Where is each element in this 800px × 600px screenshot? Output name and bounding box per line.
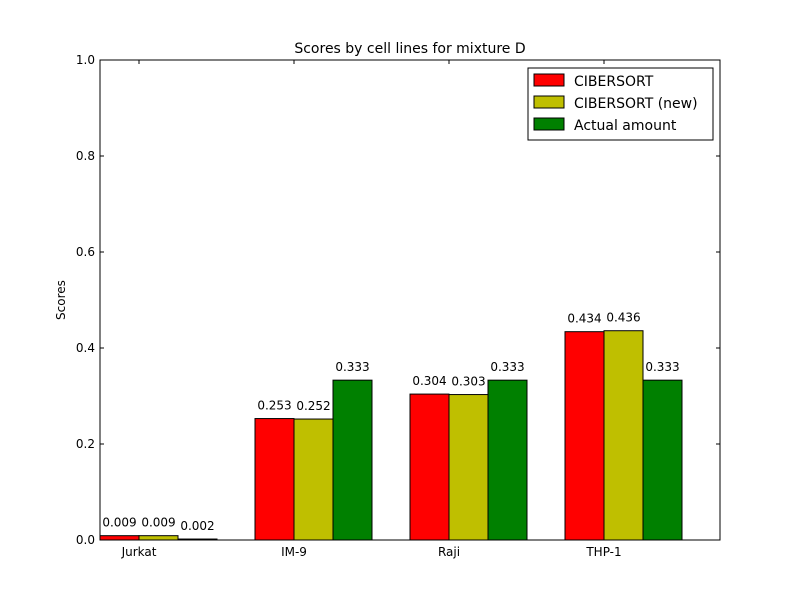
- bar-im-9-series-2: [293, 418, 334, 541]
- legend: CIBERSORT CIBERSORT (new) Actual amount: [527, 67, 714, 141]
- x-tick-label: Jurkat: [121, 545, 157, 559]
- data-label: 0.009: [141, 516, 175, 530]
- bar-jurkat-series-2: [138, 535, 179, 541]
- data-label: 0.304: [412, 374, 446, 388]
- y-tick-label: 0.2: [76, 437, 95, 451]
- bar-thp-1-series-3: [642, 379, 683, 541]
- chart-title: Scores by cell lines for mixture D: [294, 41, 525, 57]
- bars-group: [99, 330, 683, 541]
- legend-swatch: [533, 73, 565, 87]
- bar-im-9-series-3: [332, 379, 373, 541]
- x-tick-label: THP-1: [585, 545, 621, 559]
- y-tick-label: 0.8: [76, 149, 95, 163]
- legend-swatch: [533, 95, 565, 109]
- legend-entry-label: Actual amount: [574, 118, 677, 134]
- data-label: 0.253: [257, 399, 291, 413]
- data-label: 0.002: [180, 519, 214, 533]
- data-labels-group: 0.009 0.253 0.304 0.434 0.009 0.252 0.303 0.436…: [102, 311, 679, 533]
- bar-raji-series-2: [448, 394, 489, 541]
- data-label: 0.009: [102, 516, 136, 530]
- legend-swatch: [533, 117, 565, 131]
- data-label: 0.434: [567, 312, 601, 326]
- plot-frame: [99, 59, 721, 541]
- legend-entry-label: CIBERSORT: [574, 74, 654, 90]
- bar-thp-1-series-2: [603, 330, 644, 541]
- y-tick-label: 0.4: [76, 341, 95, 355]
- axes-group: 0.0 0.2 0.4 0.6 0.8 1.0 Jurkat IM-9 Raji THP-1: [76, 53, 721, 559]
- x-tick-label: IM-9: [281, 545, 307, 559]
- y-axis-label: Scores: [54, 280, 68, 320]
- data-label: 0.303: [451, 375, 485, 389]
- y-tick-label: 0.0: [76, 533, 95, 547]
- y-tick-label: 0.6: [76, 245, 95, 259]
- data-label: 0.333: [490, 360, 524, 374]
- data-label: 0.333: [335, 360, 369, 374]
- y-tick-label: 1.0: [76, 53, 95, 67]
- bar-raji-series-3: [487, 379, 528, 541]
- bar-jurkat-series-1: [99, 535, 140, 541]
- data-label: 0.252: [296, 399, 330, 413]
- legend-entry-label: CIBERSORT (new): [574, 96, 698, 112]
- bar-thp-1-series-1: [564, 331, 605, 541]
- data-label: 0.436: [606, 311, 640, 325]
- x-tick-label: Raji: [438, 545, 460, 559]
- data-label: 0.333: [645, 360, 679, 374]
- bar-raji-series-1: [409, 393, 450, 541]
- bar-im-9-series-1: [254, 418, 295, 541]
